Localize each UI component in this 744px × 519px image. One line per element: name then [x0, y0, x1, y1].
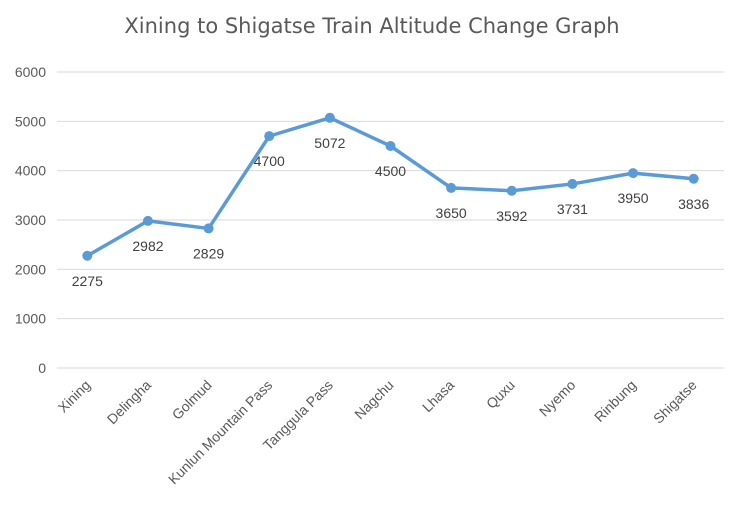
data-point	[688, 173, 699, 184]
data-label: 3950	[617, 190, 648, 206]
y-tick-label: 5000	[15, 113, 46, 129]
data-point	[142, 215, 153, 226]
y-tick-label: 0	[38, 360, 46, 376]
data-label: 5072	[314, 135, 345, 151]
data-label: 3650	[436, 205, 467, 221]
x-tick-label: Nyemo	[536, 377, 579, 420]
data-label: 2275	[72, 273, 103, 289]
data-label: 4500	[375, 163, 406, 179]
x-tick-label: Xining	[55, 377, 94, 416]
x-tick-label: Shigatse	[650, 377, 700, 427]
data-point	[446, 182, 457, 193]
series-line	[85, 116, 696, 258]
y-tick-label: 3000	[15, 212, 46, 228]
data-point	[506, 185, 517, 196]
data-label: 3592	[496, 208, 527, 224]
data-point	[82, 250, 93, 261]
data-label: 4700	[254, 153, 285, 169]
x-tick-label: Delingha	[104, 377, 155, 428]
x-tick-label: Kunlun Mountain Pass	[165, 377, 275, 487]
y-tick-label: 4000	[15, 163, 46, 179]
x-tick-label: Nagchu	[351, 377, 396, 422]
x-tick-label: Golmud	[169, 377, 215, 423]
data-label: 2829	[193, 245, 224, 261]
data-label: 3731	[557, 201, 588, 217]
data-point	[385, 141, 396, 151]
data-label: 2982	[132, 238, 163, 254]
chart-title: Xining to Shigatse Train Altitude Change…	[124, 14, 620, 38]
data-point	[264, 131, 275, 142]
data-point	[567, 178, 578, 189]
y-tick-label: 6000	[15, 64, 46, 80]
y-tick-label: 1000	[15, 311, 46, 327]
data-label: 3836	[678, 196, 709, 212]
data-point	[203, 223, 214, 234]
x-tick-label: Rinbung	[591, 377, 639, 425]
x-tick-label: Quxu	[483, 377, 518, 412]
x-tick-label: Lhasa	[419, 377, 457, 415]
data-point	[324, 112, 335, 123]
data-point	[628, 168, 639, 179]
y-tick-label: 2000	[15, 261, 46, 277]
